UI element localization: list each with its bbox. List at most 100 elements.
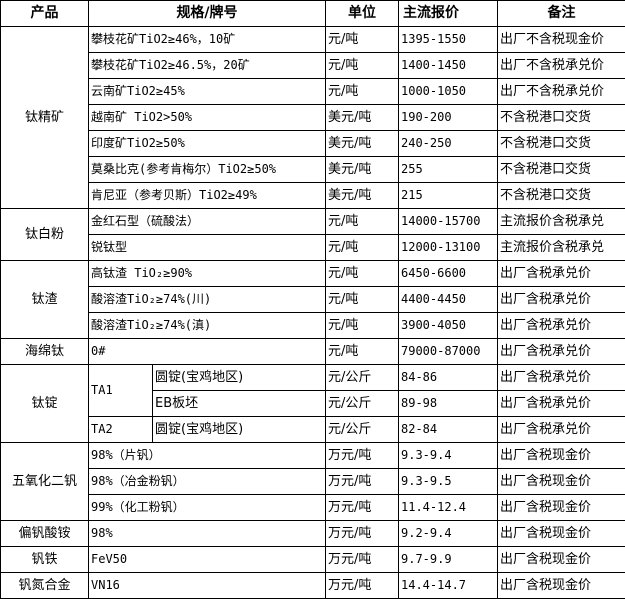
table-row: 钛白粉 金红石型（硫酸法） 元/吨 14000-15700 主流报价含税承兑 [0, 208, 625, 261]
price-cell: 215 [398, 182, 498, 209]
price-cell: 6450-6600 [398, 260, 498, 287]
note-cell: 不含税港口交货 [497, 182, 625, 209]
spec-cell: 0# [88, 338, 326, 365]
note-cell: 出厂含税承兑价 [497, 312, 625, 339]
note-cell: 出厂含税承兑价 [497, 390, 625, 417]
note-cell: 出厂含税承兑价 [497, 338, 625, 365]
price-cell: 4400-4450 [398, 286, 498, 313]
unit-cell: 元/吨 [325, 78, 399, 105]
price-cell: 14000-15700 [398, 208, 498, 235]
note-cell: 主流报价含税承兑 [497, 234, 625, 261]
note-cell: 主流报价含税承兑 [497, 208, 625, 235]
spec-cell: 锐钛型 [88, 234, 326, 261]
price-cell: 1000-1050 [398, 78, 498, 105]
note-cell: 出厂不含税承兑价 [497, 78, 625, 105]
grade-cell: TA2 [88, 416, 153, 443]
unit-cell: 美元/吨 [325, 130, 399, 157]
unit-cell: 元/吨 [325, 234, 399, 261]
note-cell: 出厂含税承兑价 [497, 286, 625, 313]
spec-cell: VN16 [88, 572, 326, 599]
unit-cell: 万元/吨 [325, 546, 399, 573]
table-row: 酸溶渣TiO₂≥74%(滇) 元/吨 3900-4050 出厂含税承兑价 [1, 312, 625, 339]
table-row: 钒铁 FeV50 万元/吨 9.7-9.9 出厂含税现金价 [0, 546, 625, 573]
unit-cell: 元/公斤 [325, 364, 399, 391]
header-unit: 单位 [325, 0, 399, 27]
unit-cell: 元/吨 [325, 312, 399, 339]
product-cell: 钒铁 [0, 546, 89, 573]
price-cell: 1400-1450 [398, 52, 498, 79]
header-price: 主流报价 [398, 0, 498, 27]
table-row: 云南矿TiO2≥45% 元/吨 1000-1050 出厂不含税承兑价 [1, 78, 625, 105]
unit-cell: 元/吨 [325, 338, 399, 365]
table-row: 莫桑比克(参考肯梅尔）TiO2≥50% 美元/吨 255 不含税港口交货 [1, 156, 625, 183]
product-cell: 五氧化二钒 [0, 442, 89, 521]
price-cell: 82-84 [398, 416, 498, 443]
spec-cell: EB板坯 [152, 390, 326, 417]
note-cell: 不含税港口交货 [497, 130, 625, 157]
unit-cell: 元/公斤 [325, 416, 399, 443]
spec-cell: 攀枝花矿TiO2≥46%，10矿 [88, 26, 326, 53]
table-body: 钛精矿 攀枝花矿TiO2≥46%，10矿 元/吨 1395-1550 出厂不含税现金价攀… [0, 26, 625, 599]
unit-cell: 元/吨 [325, 286, 399, 313]
spec-cell: 圆锭(宝鸡地区) [152, 364, 326, 391]
product-cell: 钛精矿 [0, 26, 89, 209]
price-cell: 1395-1550 [398, 26, 498, 53]
table-row: 肯尼亚（参考贝斯）TiO2≥49% 美元/吨 215 不含税港口交货 [1, 182, 625, 209]
price-cell: 9.2-9.4 [398, 520, 498, 547]
price-cell: 79000-87000 [398, 338, 498, 365]
unit-cell: 元/吨 [325, 26, 399, 53]
spec-cell: 肯尼亚（参考贝斯）TiO2≥49% [88, 182, 326, 209]
unit-cell: 万元/吨 [325, 520, 399, 547]
note-cell: 出厂含税承兑价 [497, 260, 625, 287]
note-cell: 不含税港口交货 [497, 156, 625, 183]
product-cell: 海绵钛 [0, 338, 89, 365]
spec-cell: 攀枝花矿TiO2≥46.5%，20矿 [88, 52, 326, 79]
price-cell: 89-98 [398, 390, 498, 417]
price-cell: 14.4-14.7 [398, 572, 498, 599]
table-row: 钛锭 TA1 圆锭(宝鸡地区) 元/公斤 84-86 出厂含税承兑价 [0, 364, 625, 443]
product-cell: 钛锭 [0, 364, 89, 443]
spec-cell: 酸溶渣TiO₂≥74%(滇) [88, 312, 326, 339]
table-row: 钛精矿 攀枝花矿TiO2≥46%，10矿 元/吨 1395-1550 出厂不含税现金价 [0, 26, 625, 209]
spec-cell: 圆锭(宝鸡地区) [152, 416, 326, 443]
table-row: 98%（冶金粉钒） 万元/吨 9.3-9.5 出厂含税现金价 [1, 468, 625, 495]
unit-cell: 美元/吨 [325, 182, 399, 209]
table-row: 偏钒酸铵 98% 万元/吨 9.2-9.4 出厂含税现金价 [0, 520, 625, 547]
table-row: 钒氮合金 VN16 万元/吨 14.4-14.7 出厂含税现金价 [0, 572, 625, 599]
spec-cell: 98%（片钒） [88, 442, 326, 469]
unit-cell: 元/吨 [325, 260, 399, 287]
table-row: 印度矿TiO2≥50% 美元/吨 240-250 不含税港口交货 [1, 130, 625, 157]
spec-cell: 98% [88, 520, 326, 547]
spec-cell: 云南矿TiO2≥45% [88, 78, 326, 105]
spec-cell: 98%（冶金粉钒） [88, 468, 326, 495]
note-cell: 出厂含税现金价 [497, 520, 625, 547]
table-row: 酸溶渣TiO₂≥74%(川) 元/吨 4400-4450 出厂含税承兑价 [1, 286, 625, 313]
unit-cell: 万元/吨 [325, 442, 399, 469]
price-cell: 9.3-9.4 [398, 442, 498, 469]
spec-cell: 99%（化工粉钒） [88, 494, 326, 521]
product-cell: 钒氮合金 [0, 572, 89, 599]
note-cell: 出厂含税现金价 [497, 442, 625, 469]
spec-cell: 金红石型（硫酸法） [88, 208, 326, 235]
header-note: 备注 [497, 0, 625, 27]
note-cell: 出厂含税现金价 [497, 546, 625, 573]
unit-cell: 美元/吨 [325, 156, 399, 183]
price-cell: 9.3-9.5 [398, 468, 498, 495]
spec-cell: 印度矿TiO2≥50% [88, 130, 326, 157]
unit-cell: 万元/吨 [325, 572, 399, 599]
table-row: 海绵钛 0# 元/吨 79000-87000 出厂含税承兑价 [0, 338, 625, 365]
price-cell: 9.7-9.9 [398, 546, 498, 573]
unit-cell: 元/吨 [325, 208, 399, 235]
note-cell: 出厂不含税承兑价 [497, 52, 625, 79]
price-cell: 12000-13100 [398, 234, 498, 261]
note-cell: 出厂含税现金价 [497, 572, 625, 599]
spec-cell: 越南矿 TiO2>50% [88, 104, 326, 131]
price-cell: 11.4-12.4 [398, 494, 498, 521]
unit-cell: 元/吨 [325, 52, 399, 79]
grade-cell: TA1 [88, 364, 153, 417]
unit-cell: 万元/吨 [325, 468, 399, 495]
price-cell: 190-200 [398, 104, 498, 131]
note-cell: 不含税港口交货 [497, 104, 625, 131]
unit-cell: 元/公斤 [325, 390, 399, 417]
